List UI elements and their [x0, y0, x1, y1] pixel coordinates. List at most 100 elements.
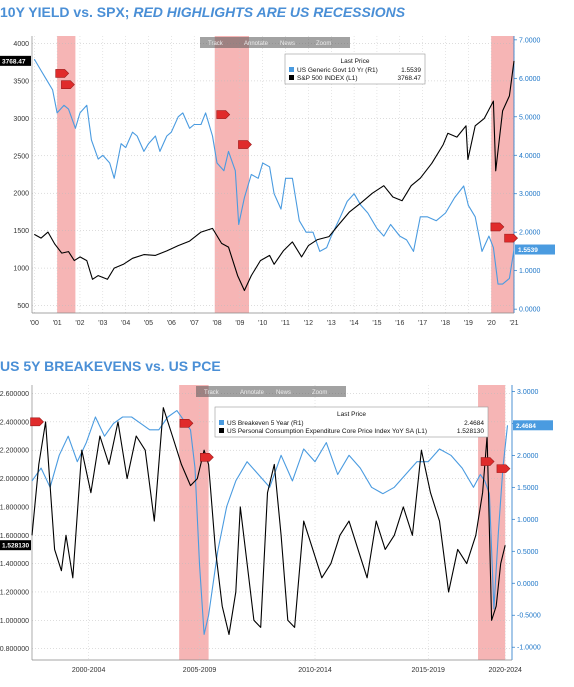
chart-title-top-main: 10Y YIELD vs. SPX; [0, 4, 134, 20]
toolbar-item-zoom: Zoom [312, 390, 327, 396]
left-tick-label: 2.600000 [0, 391, 29, 398]
legend-box [214, 406, 489, 438]
x-tick-label: '03 [98, 320, 107, 327]
right-tick-label: 5.0000 [519, 114, 541, 121]
right-last-value-box [513, 420, 553, 431]
x-tick-label: '20 [487, 320, 496, 327]
legend-box [284, 53, 426, 85]
x-tick-label: '07 [190, 320, 199, 327]
legend-entry-name: S&P 500 INDEX (L1) [297, 75, 358, 82]
x-tick-label: '10 [258, 320, 267, 327]
x-tick-label: '12 [304, 320, 313, 327]
chart-title-bottom: US 5Y BREAKEVENS vs. US PCE [0, 358, 221, 374]
legend-entry-name: US Generic Govt 10 Yr (R1) [297, 67, 378, 74]
left-tick-label: 1500 [13, 228, 29, 235]
left-tick-label: 1.400000 [0, 561, 29, 568]
x-tick-label: '15 [372, 320, 381, 327]
right-last-value: 2.4684 [516, 423, 536, 430]
x-tick-label: 2020-2024 [488, 667, 522, 674]
recession-band-1 [179, 385, 209, 660]
x-tick-label: '13 [327, 320, 336, 327]
right-tick-label: 0.5000 [517, 549, 539, 556]
x-tick-label: 2010-2014 [298, 667, 332, 674]
toolbar-item-annotate: Annotate [244, 41, 269, 47]
right-tick-label: 3.0000 [517, 389, 539, 396]
toolbar-item-track: Track [204, 390, 220, 396]
legend-swatch [289, 67, 294, 72]
x-tick-label: '01 [53, 320, 62, 327]
right-tick-label: 3.0000 [519, 191, 541, 198]
breakevens-vs-pce-chart: 0.800000 1.000000 1.200000 1.400000 1.600000… [0, 385, 553, 674]
red-marker-icon [61, 80, 75, 89]
right-tick-label: 1.0000 [517, 517, 539, 524]
left-tick-label: 2.000000 [0, 476, 29, 483]
legend-entry-name: US Breakeven 5 Year (R1) [227, 420, 304, 427]
toolbar-item-track: Track [208, 41, 224, 47]
red-marker-icon [496, 464, 511, 473]
x-tick-label: '02 [75, 320, 84, 327]
x-tick-label: '08 [212, 320, 221, 327]
x-tick-label: '18 [441, 320, 450, 327]
recession-band-1 [57, 36, 76, 313]
left-tick-label: 2.200000 [0, 448, 29, 455]
right-tick-label: 4.0000 [519, 153, 541, 160]
red-marker-icon [200, 452, 214, 462]
right-tick-label: -1.0000 [517, 645, 541, 652]
left-tick-label: 500 [17, 303, 29, 310]
left-tick-label: 3500 [13, 78, 29, 85]
series-line-secondary [31, 407, 506, 636]
chart-title-top: 10Y YIELD vs. SPX; RED HIGHLIGHTS ARE US… [0, 4, 405, 20]
right-tick-label: 2.0000 [519, 230, 541, 237]
x-tick-label: '09 [235, 320, 244, 327]
left-tick-label: 3000 [13, 116, 29, 123]
recession-band-3 [491, 36, 514, 313]
red-marker-icon [480, 457, 495, 466]
left-tick-label: 1.000000 [0, 618, 29, 625]
right-tick-label: -0.5000 [517, 613, 541, 620]
legend-entry-value: 3768.47 [398, 75, 422, 82]
right-tick-label: 1.0000 [519, 268, 541, 275]
legend-swatch [219, 420, 224, 425]
right-tick-label: 7.0000 [519, 37, 541, 44]
left-tick-label: 2000 [13, 191, 29, 198]
x-tick-label: '14 [350, 320, 359, 327]
red-marker-icon [216, 110, 231, 119]
right-tick-label: 6.0000 [519, 76, 541, 83]
left-tick-label: 2.400000 [0, 419, 29, 426]
red-marker-icon [490, 222, 505, 232]
x-tick-label: '19 [464, 320, 473, 327]
legend-header: Last Price [341, 58, 370, 65]
right-tick-label: 2.0000 [517, 453, 539, 460]
chart-toolbar [200, 37, 350, 48]
x-tick-label: '21 [509, 320, 518, 327]
red-marker-icon [55, 69, 70, 78]
series-line-primary [33, 58, 515, 285]
x-tick-label: 2005-2009 [183, 667, 217, 674]
legend-swatch [219, 428, 224, 433]
right-tick-label: 0.0000 [519, 307, 541, 314]
chart-toolbar [196, 386, 346, 397]
red-marker-icon [30, 417, 44, 427]
legend-entry-value: 1.528130 [457, 428, 484, 435]
legend-swatch [289, 75, 294, 80]
x-tick-label: 2015-2019 [411, 667, 445, 674]
series-line-primary [31, 410, 509, 635]
x-tick-label: '04 [121, 320, 130, 327]
series-line-secondary [34, 60, 515, 292]
right-last-value: 1.5539 [518, 247, 538, 254]
plot-area [32, 36, 514, 313]
red-marker-icon [179, 418, 194, 428]
red-marker-icon [238, 140, 252, 149]
x-tick-label: '05 [144, 320, 153, 327]
left-tick-label: 4000 [13, 41, 29, 48]
x-tick-label: '16 [395, 320, 404, 327]
left-tick-label: 1.800000 [0, 504, 29, 511]
right-tick-label: 0.0000 [517, 581, 539, 588]
left-tick-label: 1000 [13, 266, 29, 273]
legend-entry-name: US Personal Consumption Expenditure Core… [227, 428, 427, 435]
right-last-value-box [515, 244, 555, 255]
left-tick-label: 0.800000 [0, 646, 29, 653]
x-tick-label: '00 [30, 320, 39, 327]
legend-entry-value: 2.4684 [464, 420, 484, 427]
x-tick-label: 2000-2004 [72, 667, 106, 674]
